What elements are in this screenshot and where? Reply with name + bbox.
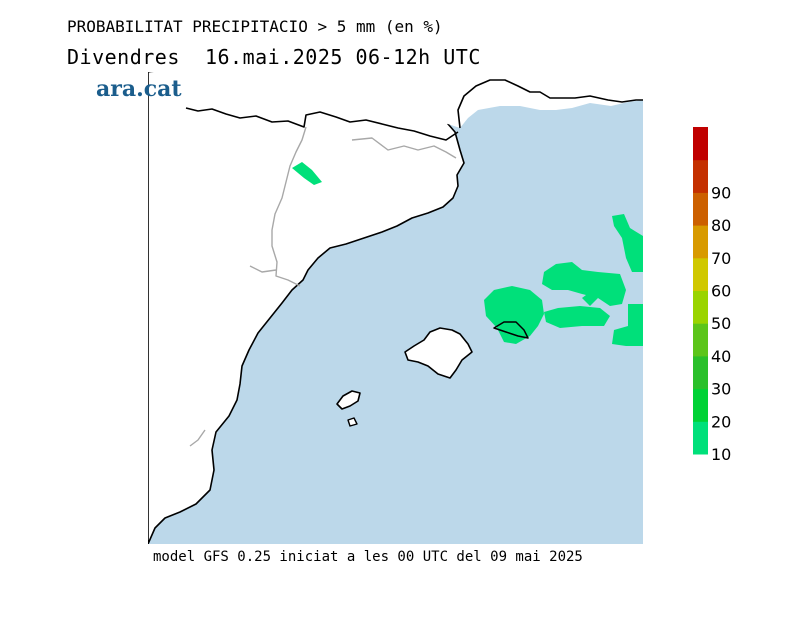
legend-swatch [693, 355, 708, 390]
legend-swatch [693, 290, 708, 324]
legend-tick-label: 70 [711, 249, 731, 268]
precip-area-east-lower [612, 304, 643, 346]
legend-swatch [693, 421, 708, 455]
legend-tick-label: 40 [711, 347, 731, 366]
legend-tick-label: 80 [711, 216, 731, 235]
legend-swatch [693, 192, 708, 226]
legend-swatches [693, 127, 708, 455]
island-mallorca [404, 327, 473, 379]
map-title: PROBABILITAT PRECIPITACIO > 5 mm (en %) [67, 17, 443, 36]
precip-area-pyrenees [292, 162, 322, 185]
legend-tick-label: 30 [711, 380, 731, 399]
island-formentera [347, 417, 358, 427]
precip-area-east-band [542, 262, 626, 306]
legend-tick-label: 10 [711, 445, 731, 464]
ara-cat-logo: ara.cat [96, 76, 182, 102]
legend-tick-label: 50 [711, 314, 731, 333]
land-area [148, 72, 465, 544]
precip-area-south-band [544, 306, 610, 328]
legend-tick-label: 20 [711, 412, 731, 431]
pyrenees-border [185, 107, 459, 141]
precip-area-small [582, 292, 598, 306]
legend-swatch [693, 388, 708, 422]
map-subtitle: Divendres 16.mai.2025 06-12h UTC [67, 45, 481, 69]
region-borders [189, 126, 457, 447]
legend-tick-label: 60 [711, 282, 731, 301]
legend-ticks: 10 20 30 40 50 60 70 80 90 [711, 183, 731, 464]
island-ibiza [336, 390, 361, 410]
legend-swatch [693, 225, 708, 259]
legend-swatch [693, 323, 708, 357]
precip-area-east-edge [612, 214, 643, 272]
legend-swatch [693, 159, 708, 193]
legend-swatch [693, 127, 708, 161]
france-coast [457, 79, 643, 129]
island-menorca [493, 321, 529, 339]
legend-tick-label: 90 [711, 183, 731, 202]
model-caption: model GFS 0.25 iniciat a les 00 UTC del … [153, 549, 583, 565]
legend-swatch [693, 257, 708, 291]
